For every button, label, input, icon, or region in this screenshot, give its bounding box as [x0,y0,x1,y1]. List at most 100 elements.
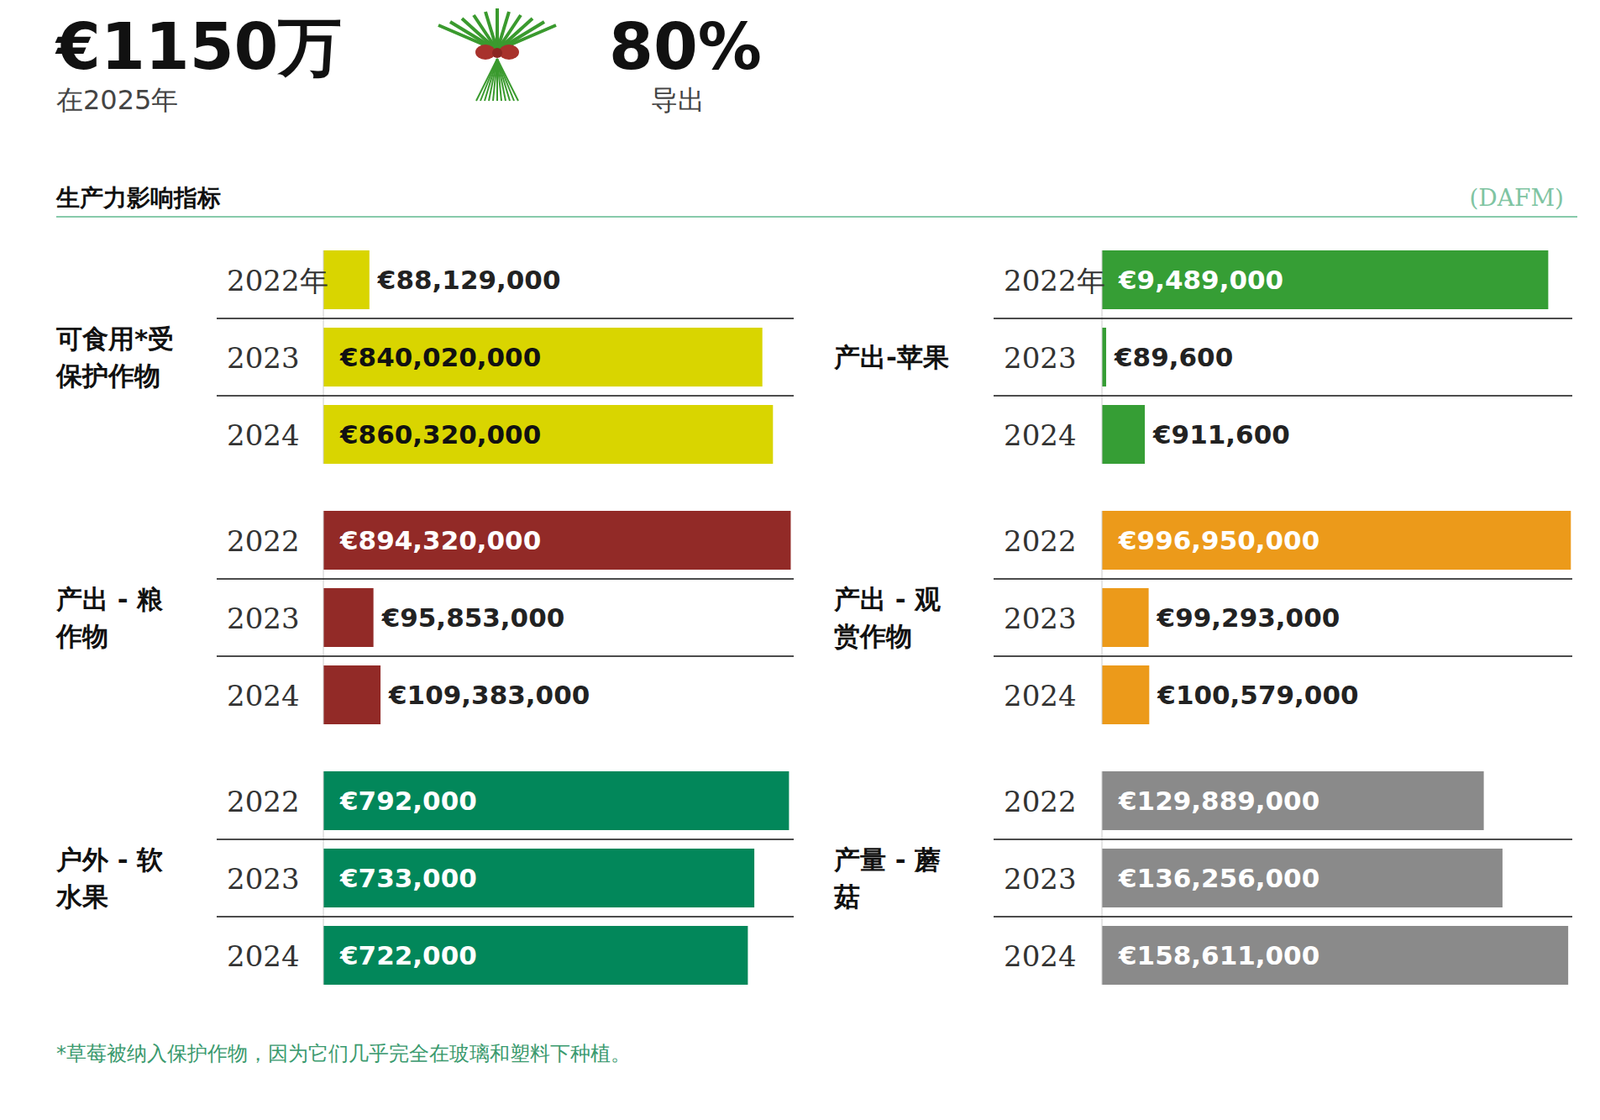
row-separator [216,394,794,397]
stem [493,58,498,101]
bars [1101,771,1569,985]
bars [1101,250,1548,464]
bar [1101,327,1107,387]
row-separator [216,577,794,580]
panel-title-line: 作物 [54,620,109,651]
panel-title-line: 保护作物 [55,360,161,391]
bar [1101,404,1145,464]
panel-title: 可食用*受保护作物 [55,323,174,391]
data-label: €894,320,000 [339,524,541,556]
year-label: 2022年 [226,263,329,298]
bar [323,665,381,724]
stem [497,58,519,101]
bar [323,250,370,310]
data-label: €733,000 [339,862,478,893]
row-separator [993,655,1573,657]
bar [323,587,374,647]
panel-title-line: 水果 [55,881,109,912]
stat-label: 导出 [650,83,705,116]
panel-title: 产量 - 蘑菇 [833,844,941,912]
bars [323,250,773,464]
bar [1101,925,1569,985]
bar [323,771,789,830]
panel: 2022 €894,320,000 2023 €95,853,000 2024 €109,… [216,510,794,724]
data-label: €911,600 [1152,419,1291,450]
source: (DAFM) [1468,183,1564,212]
panel-title-line: 产出 - 观 [833,583,941,614]
stat-value: 80% [608,9,762,84]
year-label: 2022 [1003,524,1077,558]
row-separator [216,915,794,918]
panel-title: 产出 - 观赏作物 [833,583,941,651]
bar [323,848,755,908]
stat-value: €1150万 [54,9,342,84]
data-label: €792,000 [339,785,478,816]
year-label: 2023 [226,861,300,896]
row-separator [216,655,794,657]
panel-title-line: 产出 - 粮 [55,583,164,614]
axis-start [1101,510,1103,724]
bars [323,771,789,985]
year-label: 2024 [226,678,300,713]
panel: 2022€129,889,0002023€136,256,0002024€158… [993,771,1573,985]
row-separator [216,838,794,840]
bar [1101,587,1149,647]
data-label: €89,600 [1113,341,1233,373]
row-separator [993,317,1573,320]
panel-title: 产出 - 粮作物 [54,583,164,651]
data-label: €840,020,000 [339,341,541,373]
bouquet-icon [438,8,557,101]
year-label: 2024 [226,418,300,452]
year-label: 2024 [1003,939,1077,973]
bar [1101,848,1503,908]
stem [484,58,498,101]
panel: 2022€792,0002023€733,0002024€722,000 [216,771,794,985]
axis-start [323,771,325,985]
row-separator [993,577,1573,580]
data-label: €95,853,000 [381,602,566,633]
data-label: €109,383,000 [388,679,590,710]
bow [492,47,503,58]
panel-title-line: 赏作物 [834,620,913,651]
bar [1101,665,1149,724]
data-label: €136,256,000 [1117,862,1320,893]
row-separator [216,317,794,320]
year-label: 2022年 [1003,263,1106,298]
stem [476,58,498,101]
bars [323,510,791,724]
leaf [485,11,498,51]
section-rule [56,215,1578,218]
data-label: €9,489,000 [1117,264,1284,295]
panel: 2022年€88,129,0002023€840,020,0002024€860… [216,250,794,464]
bar [323,510,791,570]
panel: 2022€996,950,0002023€99,293,0002024€100,… [993,510,1573,724]
year-label: 2022 [226,784,300,819]
year-label: 2024 [1003,678,1077,713]
year-label: 2024 [226,939,300,973]
year-label: 2022 [226,524,300,558]
panel-title-line: 产量 - 蘑 [833,844,941,875]
year-label: 2023 [226,601,300,635]
year-label: 2023 [226,340,300,375]
row-separator [993,915,1573,918]
data-label: €129,889,000 [1117,785,1320,816]
panel-title-line: 可食用*受 [55,323,174,354]
year-label: 2024 [1003,418,1077,452]
axis-start [323,510,325,724]
bar [1101,510,1571,570]
year-label: 2022 [1003,784,1077,819]
data-label: €860,320,000 [339,419,541,450]
bar [1101,250,1548,310]
axis-start [1101,771,1103,985]
footnote: *草莓被纳入保护作物，因为它们几乎完全在玻璃和塑料下种植。 [56,1041,631,1065]
panel-title: 产出-苹果 [833,341,950,373]
stat-label: 在2025年 [56,83,179,116]
year-label: 2023 [1003,340,1077,375]
row-separator [993,838,1573,840]
data-label: €100,579,000 [1156,679,1359,710]
bar [323,925,748,985]
year-label: 2023 [1003,601,1077,635]
stem [488,58,498,101]
stem [480,58,498,101]
bar [323,404,773,464]
